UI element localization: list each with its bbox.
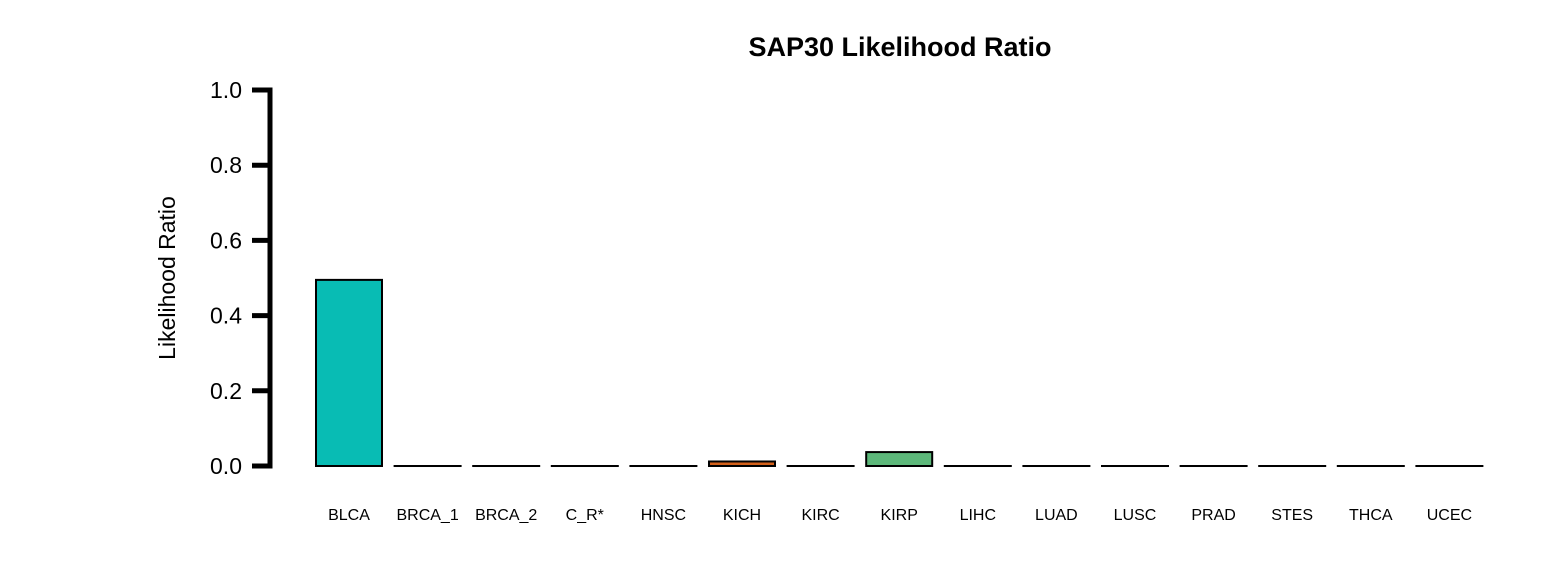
x-tick-label: BRCA_1 — [396, 507, 458, 524]
bar-kich — [708, 460, 776, 468]
x-tick-label: LUAD — [1035, 507, 1078, 524]
chart-title: SAP30 Likelihood Ratio — [748, 32, 1051, 62]
y-tick-label: 1.0 — [210, 77, 242, 103]
y-tick-label: 0.2 — [210, 378, 242, 404]
y-tick-label: 0.0 — [210, 453, 242, 479]
bar-blca — [315, 278, 383, 467]
x-tick-label: BLCA — [328, 507, 370, 524]
y-axis-label: Likelihood Ratio — [154, 196, 180, 360]
x-tick-label: THCA — [1349, 507, 1393, 524]
x-tick-label: C_R* — [566, 507, 604, 524]
x-tick-label: UCEC — [1427, 507, 1472, 524]
x-tick-labels: BLCA BRCA_1 BRCA_2 C_R* HNSC KICH KIRC KIRP LIHC… — [328, 507, 1472, 524]
y-tick-label: 0.8 — [210, 152, 242, 178]
x-tick-label: STES — [1271, 507, 1313, 524]
x-tick-label: PRAD — [1191, 507, 1235, 524]
y-tick-label: 0.4 — [210, 303, 242, 329]
bar-kirp — [865, 451, 934, 468]
x-tick-label: HNSC — [641, 507, 686, 524]
x-tick-label: BRCA_2 — [475, 507, 537, 524]
x-tick-label: KIRC — [801, 507, 839, 524]
bars — [315, 278, 1484, 468]
x-tick-label: KICH — [723, 507, 761, 524]
y-axis: 0.0 0.2 0.4 0.6 0.8 1.0 — [210, 77, 273, 479]
x-tick-label: KIRP — [881, 507, 918, 524]
x-tick-label: LIHC — [960, 507, 996, 524]
y-tick-label: 0.6 — [210, 227, 242, 253]
x-tick-label: LUSC — [1114, 507, 1157, 524]
